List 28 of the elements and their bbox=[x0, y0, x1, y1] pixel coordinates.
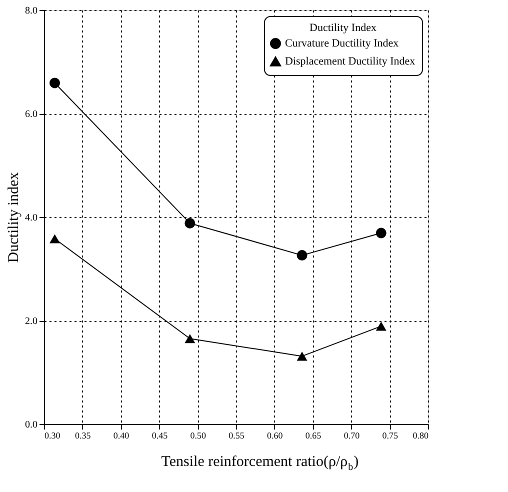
x-tick-label: 0.65 bbox=[305, 430, 322, 440]
point bbox=[50, 78, 60, 88]
x-tick-label: 0.45 bbox=[152, 430, 168, 440]
point bbox=[376, 322, 386, 331]
point bbox=[50, 234, 60, 244]
x-tick-label: 0.80 bbox=[412, 430, 429, 440]
legend-label: Curvature Ductility Index bbox=[285, 38, 400, 50]
x-tick-label: 0.50 bbox=[190, 430, 206, 440]
point bbox=[376, 228, 386, 238]
x-tick-label: 0.55 bbox=[228, 430, 245, 440]
legend-title: Ductility Index bbox=[310, 22, 377, 34]
y-tick-label: 0.0 bbox=[25, 420, 38, 430]
x-tick-label: 0.30 bbox=[44, 430, 61, 440]
point bbox=[184, 218, 196, 228]
x-tick-label: 0.60 bbox=[267, 430, 284, 440]
y-tick-label: 8.0 bbox=[25, 6, 38, 16]
point bbox=[296, 352, 308, 361]
point bbox=[184, 334, 196, 344]
x-tick-label: 0.70 bbox=[344, 430, 360, 440]
x-tick-label: 0.75 bbox=[382, 430, 398, 440]
legend-label: Displacement Ductility Index bbox=[285, 56, 416, 68]
x-tick-label: 0.40 bbox=[113, 430, 130, 440]
y-tick-label: 4.0 bbox=[25, 212, 38, 224]
y-axis-title: Ductility index bbox=[6, 172, 22, 263]
y-tick-label: 6.0 bbox=[25, 109, 38, 120]
point bbox=[296, 250, 308, 261]
y-tick-label: 2.0 bbox=[25, 316, 38, 327]
x-tick-label: 0.35 bbox=[75, 430, 92, 440]
